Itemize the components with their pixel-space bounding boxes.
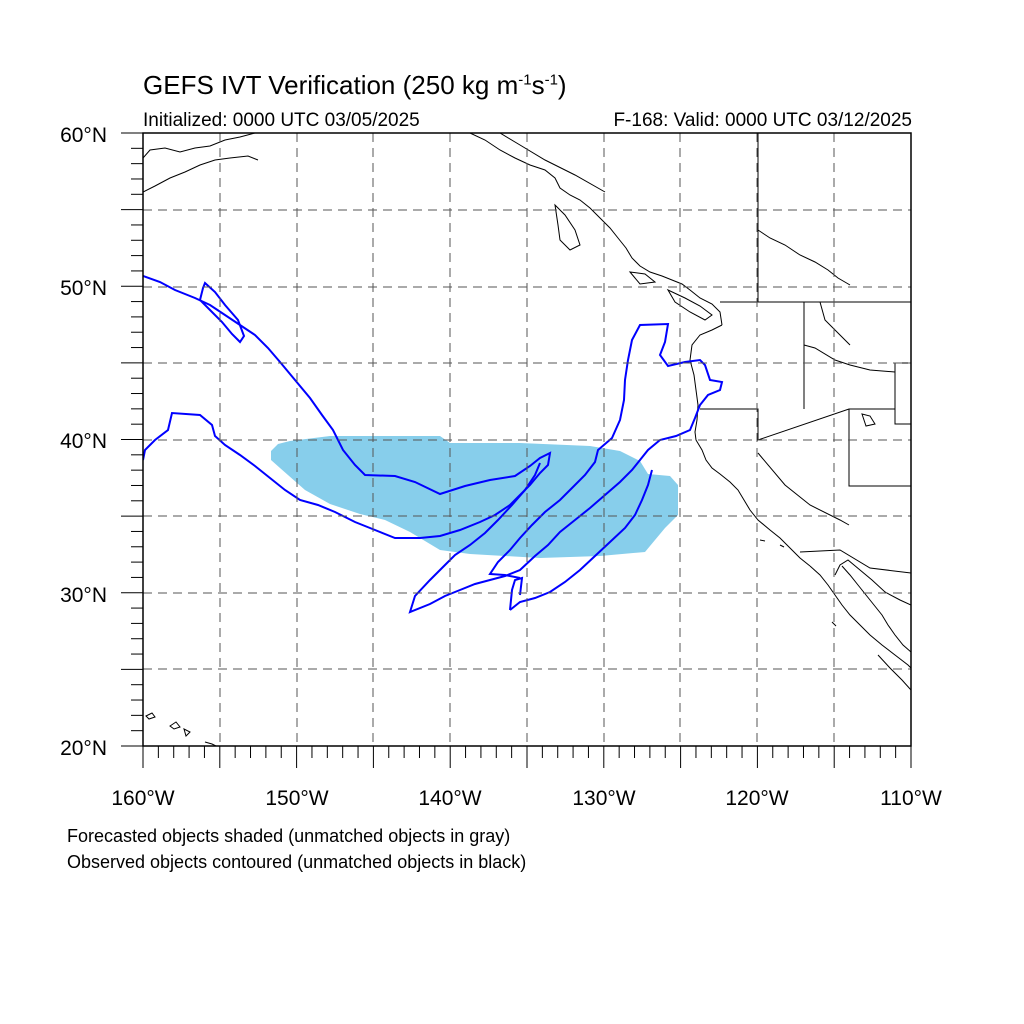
chart-title: GEFS IVT Verification (250 kg m-1s-1) [143, 70, 567, 100]
lat-label-20: 20°N [60, 737, 107, 760]
coastlines [143, 133, 911, 746]
valid-time: F-168: Valid: 0000 UTC 03/12/2025 [613, 110, 912, 131]
lon-label-130w: 130°W [572, 787, 635, 810]
lat-label-50: 50°N [60, 277, 107, 300]
lat-label-30: 30°N [60, 584, 107, 607]
lon-label-140w: 140°W [418, 787, 481, 810]
legend-observed-note: Observed objects contoured (unmatched ob… [67, 852, 527, 872]
lon-label-160w: 160°W [111, 787, 174, 810]
lon-label-110w: 110°W [880, 787, 942, 810]
lon-labels: 160°W 150°W 140°W 130°W 120°W 110°W [111, 787, 942, 810]
lon-label-120w: 120°W [725, 787, 788, 810]
grid-lines [143, 133, 911, 746]
forecast-ivt-object [271, 436, 678, 558]
lat-label-60: 60°N [60, 124, 107, 147]
axis-ticks [121, 132, 912, 768]
lat-label-40: 40°N [60, 430, 107, 453]
lon-label-150w: 150°W [265, 787, 328, 810]
observed-ivt-contours [143, 275, 724, 614]
legend-forecast-note: Forecasted objects shaded (unmatched obj… [67, 826, 511, 846]
initialized-time: Initialized: 0000 UTC 03/05/2025 [143, 110, 420, 131]
lat-labels: 20°N 30°N 40°N 50°N 60°N [60, 124, 107, 760]
